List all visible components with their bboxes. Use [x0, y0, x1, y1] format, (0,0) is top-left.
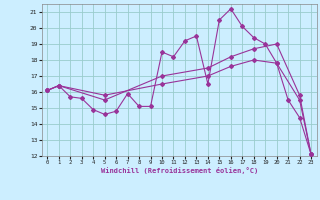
X-axis label: Windchill (Refroidissement éolien,°C): Windchill (Refroidissement éolien,°C)	[100, 167, 258, 174]
